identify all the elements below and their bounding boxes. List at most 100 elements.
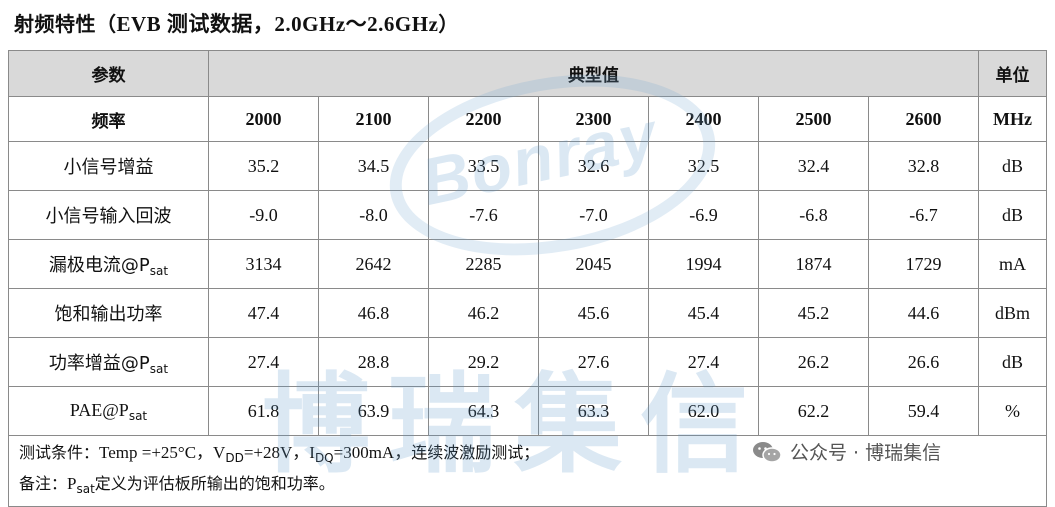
value-cell: 46.8 [318, 288, 429, 338]
note-label: 测试条件： [19, 443, 100, 462]
freq-unit: MHz [978, 96, 1048, 142]
value-cell: 45.6 [538, 288, 649, 338]
note-text: Temp =+25°C，V [99, 443, 226, 462]
rf-spec-table: 参数 典型值 单位 频率 2000 2100 2200 2300 2400 25… [7, 50, 1048, 507]
value-cell: -9.0 [208, 190, 319, 240]
note-label: 备注： [19, 474, 68, 493]
value-cell: 2285 [428, 239, 539, 289]
table-row: 饱和输出功率 47.4 46.8 46.2 45.6 45.4 45.2 44.… [8, 288, 1048, 338]
freq-cell: 2600 [867, 96, 980, 142]
unit-cell: dBm [978, 288, 1048, 338]
header-typical: 典型值 [207, 50, 980, 97]
value-cell: 63.9 [318, 386, 429, 436]
param-cell: 饱和输出功率 [8, 288, 209, 338]
value-cell: 28.8 [318, 337, 429, 387]
value-cell: -8.0 [318, 190, 429, 240]
param-label: 漏极电流@P [48, 254, 150, 276]
param-subscript: sat [128, 408, 148, 423]
value-cell: 26.2 [758, 337, 869, 387]
test-conditions-note: 测试条件：Temp =+25°C，VDD=+28V，IDQ=300mA，连续波激… [19, 440, 1036, 471]
param-label: PAE@P [69, 399, 129, 420]
value-cell: -7.6 [428, 190, 539, 240]
value-cell: -6.8 [758, 190, 869, 240]
value-cell: 64.3 [428, 386, 539, 436]
remark-note: 备注：Psat定义为评估板所输出的饱和功率。 [19, 471, 1036, 502]
unit-cell: % [978, 386, 1048, 436]
value-cell: 27.6 [538, 337, 649, 387]
title-latin: EVB 测试数据，2.0GHz～2.6GHz [116, 12, 439, 36]
value-cell: 32.5 [648, 141, 759, 191]
freq-label: 频率 [8, 96, 209, 142]
note-text: =300mA， [333, 443, 412, 462]
unit-cell: dB [978, 141, 1048, 191]
value-cell: 29.2 [428, 337, 539, 387]
param-subscript: sat [149, 263, 169, 278]
note-text: 连续波激励测试； [411, 443, 540, 462]
unit-cell: dB [978, 190, 1048, 240]
param-cell: 小信号增益 [8, 141, 209, 191]
table-row: 漏极电流@Psat 3134 2642 2285 2045 1994 1874 … [8, 239, 1048, 289]
value-cell: 62.0 [648, 386, 759, 436]
freq-cell: 2500 [758, 96, 869, 142]
value-cell: -6.7 [867, 190, 980, 240]
value-cell: 32.6 [538, 141, 649, 191]
freq-cell: 2200 [428, 96, 539, 142]
param-label: 小信号增益 [63, 157, 154, 178]
title-cn: 射频特性（ [14, 12, 117, 36]
note-subscript: DQ [314, 451, 334, 465]
value-cell: 44.6 [867, 288, 980, 338]
freq-cell: 2400 [648, 96, 759, 142]
note-text: P [67, 474, 77, 493]
value-cell: 47.4 [208, 288, 319, 338]
page-title: 射频特性（EVB 测试数据，2.0GHz～2.6GHz） [14, 8, 459, 38]
wechat-icon [753, 441, 782, 463]
value-cell: 32.8 [867, 141, 980, 191]
param-cell: PAE@Psat [8, 386, 209, 436]
value-cell: 2642 [318, 239, 429, 289]
value-cell: 45.4 [648, 288, 759, 338]
header-row: 参数 典型值 单位 [8, 50, 1048, 97]
title-close: ） [438, 12, 459, 36]
value-cell: 27.4 [648, 337, 759, 387]
wechat-account-badge: 公众号 · 博瑞集信 [752, 438, 942, 465]
freq-cell: 2100 [318, 96, 429, 142]
note-subscript: DD [225, 451, 244, 465]
value-cell: -6.9 [648, 190, 759, 240]
table-row: 小信号输入回波 -9.0 -8.0 -7.6 -7.0 -6.9 -6.8 -6… [8, 190, 1048, 240]
header-param: 参数 [8, 50, 209, 97]
value-cell: 2045 [538, 239, 649, 289]
freq-cell: 2000 [208, 96, 319, 142]
value-cell: 32.4 [758, 141, 869, 191]
note-text: =+28V，I [243, 443, 315, 462]
unit-cell: mA [978, 239, 1048, 289]
header-unit: 单位 [978, 50, 1048, 97]
value-cell: 62.2 [758, 386, 869, 436]
unit-cell: dB [978, 337, 1048, 387]
value-cell: 35.2 [208, 141, 319, 191]
param-subscript: sat [149, 361, 169, 376]
freq-cell: 2300 [538, 96, 649, 142]
value-cell: -7.0 [538, 190, 649, 240]
value-cell: 59.4 [867, 386, 980, 436]
value-cell: 1729 [867, 239, 980, 289]
note-subscript: sat [76, 482, 95, 496]
value-cell: 46.2 [428, 288, 539, 338]
value-cell: 26.6 [867, 337, 980, 387]
value-cell: 34.5 [318, 141, 429, 191]
table-row: PAE@Psat 61.8 63.9 64.3 63.3 62.0 62.2 5… [8, 386, 1048, 436]
param-cell: 小信号输入回波 [8, 190, 209, 240]
param-cell: 漏极电流@Psat [8, 239, 209, 289]
param-cell: 功率增益@Psat [8, 337, 209, 387]
value-cell: 45.2 [758, 288, 869, 338]
value-cell: 3134 [208, 239, 319, 289]
value-cell: 61.8 [208, 386, 319, 436]
table-row: 小信号增益 35.2 34.5 33.5 32.6 32.5 32.4 32.8… [8, 141, 1048, 191]
param-label: 功率增益@P [48, 352, 150, 374]
value-cell: 33.5 [428, 141, 539, 191]
freq-row: 频率 2000 2100 2200 2300 2400 2500 2600 MH… [8, 96, 1048, 142]
value-cell: 1994 [648, 239, 759, 289]
param-label: 小信号输入回波 [45, 206, 172, 227]
value-cell: 63.3 [538, 386, 649, 436]
note-text: 定义为评估板所输出的饱和功率。 [94, 474, 335, 493]
value-cell: 1874 [758, 239, 869, 289]
